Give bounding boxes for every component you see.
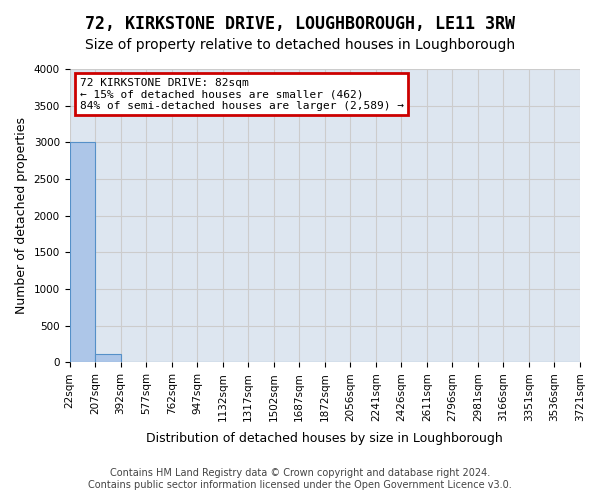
Text: Size of property relative to detached houses in Loughborough: Size of property relative to detached ho…: [85, 38, 515, 52]
Text: Contains HM Land Registry data © Crown copyright and database right 2024.
Contai: Contains HM Land Registry data © Crown c…: [88, 468, 512, 490]
Bar: [95, 354, 121, 362]
Y-axis label: Number of detached properties: Number of detached properties: [15, 117, 28, 314]
Text: 72, KIRKSTONE DRIVE, LOUGHBOROUGH, LE11 3RW: 72, KIRKSTONE DRIVE, LOUGHBOROUGH, LE11 …: [85, 15, 515, 33]
Text: 72 KIRKSTONE DRIVE: 82sqm
← 15% of detached houses are smaller (462)
84% of semi: 72 KIRKSTONE DRIVE: 82sqm ← 15% of detac…: [80, 78, 404, 111]
Bar: [70, 142, 95, 362]
X-axis label: Distribution of detached houses by size in Loughborough: Distribution of detached houses by size …: [146, 432, 503, 445]
